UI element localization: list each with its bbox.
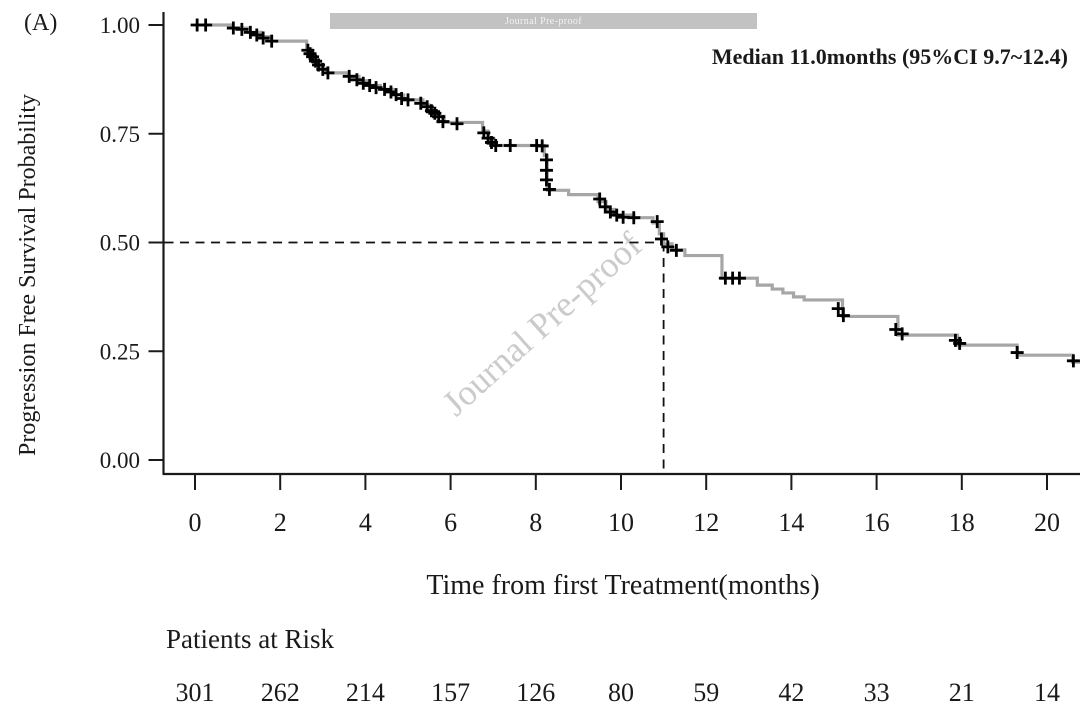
y-tick-label: 0.25 <box>100 339 140 364</box>
x-tick-label: 14 <box>778 508 804 537</box>
risk-count: 14 <box>1034 678 1060 707</box>
risk-count: 21 <box>948 678 975 707</box>
risk-count: 33 <box>863 678 890 707</box>
risk-count: 262 <box>260 678 300 707</box>
x-axis-title: Time from first Treatment(months) <box>426 570 820 601</box>
risk-count: 42 <box>778 678 805 707</box>
risk-count: 301 <box>175 678 215 707</box>
risk-count: 80 <box>608 678 634 707</box>
y-tick-label: 0.00 <box>100 448 140 473</box>
y-axis-title: Progression Free Survival Probability <box>15 94 41 456</box>
y-tick-label: 0.75 <box>100 122 140 147</box>
y-tick-label: 1.00 <box>100 13 140 38</box>
journal-preproof-banner: Journal Pre-proof <box>330 13 757 29</box>
x-tick-label: 18 <box>949 508 975 537</box>
x-tick-label: 6 <box>444 508 457 537</box>
risk-count: 214 <box>345 678 385 707</box>
x-tick-label: 2 <box>274 508 287 537</box>
y-tick-label: 0.50 <box>100 231 140 256</box>
x-tick-label: 8 <box>529 508 542 537</box>
x-tick-label: 10 <box>608 508 634 537</box>
banner-text: Journal Pre-proof <box>504 15 583 27</box>
x-tick-label: 20 <box>1034 508 1060 537</box>
risk-count: 126 <box>516 678 556 707</box>
x-tick-label: 0 <box>189 508 202 537</box>
censor-marks <box>190 18 1080 368</box>
x-tick-label: 4 <box>359 508 372 537</box>
risk-table-row: 301 262 214 157 126 80 59 42 33 21 14 <box>0 678 1080 712</box>
median-annotation: Median 11.0months (95%CI 9.7~12.4) <box>711 44 1068 69</box>
panel-label: (A) <box>24 10 58 36</box>
x-tick-label: 16 <box>864 508 890 537</box>
risk-table-label: Patients at Risk <box>166 624 334 654</box>
risk-count: 59 <box>693 678 720 707</box>
risk-count: 157 <box>431 678 471 707</box>
x-tick-label: 12 <box>693 508 719 537</box>
